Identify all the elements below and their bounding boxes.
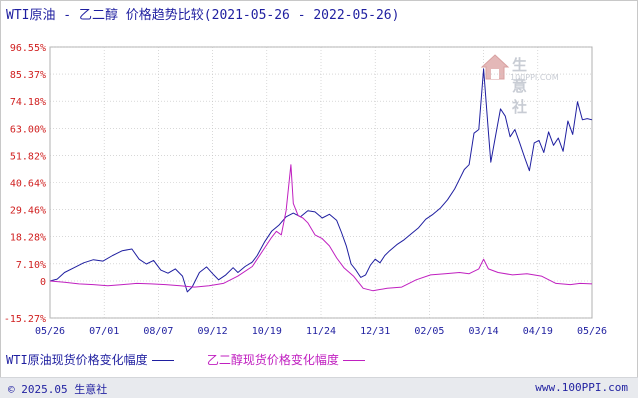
chart-title: WTI原油 - 乙二醇 价格趋势比较(2021-05-26 - 2022-05-… bbox=[6, 8, 400, 23]
y-tick-label: 0 bbox=[40, 277, 46, 288]
y-tick-label: 85.37% bbox=[10, 70, 46, 81]
x-tick-label: 12/31 bbox=[360, 326, 390, 337]
series-line-glycol bbox=[49, 164, 593, 292]
x-tick-label: 03/14 bbox=[469, 326, 499, 337]
y-tick-label: 18.28% bbox=[10, 233, 46, 244]
x-tick-label: 11/24 bbox=[306, 326, 336, 337]
x-tick-label: 08/07 bbox=[143, 326, 173, 337]
x-tick-label: 07/01 bbox=[89, 326, 119, 337]
y-tick-label: 51.82% bbox=[10, 151, 46, 162]
x-tick-label: 10/19 bbox=[252, 326, 282, 337]
x-tick-label: 09/12 bbox=[198, 326, 228, 337]
legend-item-wti: WTI原油现货价格变化幅度 bbox=[6, 353, 181, 367]
x-tick-label: 05/26 bbox=[35, 326, 65, 337]
x-tick-label: 02/05 bbox=[414, 326, 444, 337]
legend-label-wti: WTI原油现货价格变化幅度 bbox=[6, 353, 148, 367]
y-tick-label: 96.55% bbox=[10, 43, 46, 54]
legend-swatch-wti bbox=[151, 360, 174, 361]
y-tick-label: 40.64% bbox=[10, 179, 46, 190]
legend-label-glycol: 乙二醇现货价格变化幅度 bbox=[206, 353, 339, 367]
x-tick-label: 04/19 bbox=[523, 326, 553, 337]
y-tick-label: 74.18% bbox=[10, 97, 46, 108]
watermark-name: 生意社 bbox=[512, 56, 530, 116]
chart-grid bbox=[49, 46, 593, 319]
y-tick-label: 7.10% bbox=[16, 260, 46, 271]
y-tick-label: 29.46% bbox=[10, 206, 46, 217]
footer-bar: © 2025.05 生意社 www.100PPI.com bbox=[0, 377, 638, 398]
chart-legend: WTI原油现货价格变化幅度 乙二醇现货价格变化幅度 bbox=[6, 351, 365, 368]
legend-swatch-glycol bbox=[342, 360, 365, 361]
x-tick-label: 05/26 bbox=[577, 326, 607, 337]
footer-copyright: © 2025.05 生意社 bbox=[8, 383, 108, 396]
series-line-wti bbox=[49, 68, 593, 293]
chart-series bbox=[49, 68, 593, 293]
y-tick-label: -15.27% bbox=[4, 314, 46, 325]
y-axis: 96.55% 85.37% 74.18% 63.00% 51.82% 40.64% 29.4… bbox=[4, 43, 46, 325]
footer-site-link[interactable]: www.100PPI.com bbox=[535, 381, 628, 394]
y-tick-label: 63.00% bbox=[10, 124, 46, 135]
x-axis: 05/26 07/01 08/07 09/12 10/19 11/24 12/31 02/05… bbox=[35, 326, 607, 337]
legend-item-glycol: 乙二醇现货价格变化幅度 bbox=[207, 353, 365, 367]
watermark-url: 100PPI.COM bbox=[510, 73, 559, 82]
